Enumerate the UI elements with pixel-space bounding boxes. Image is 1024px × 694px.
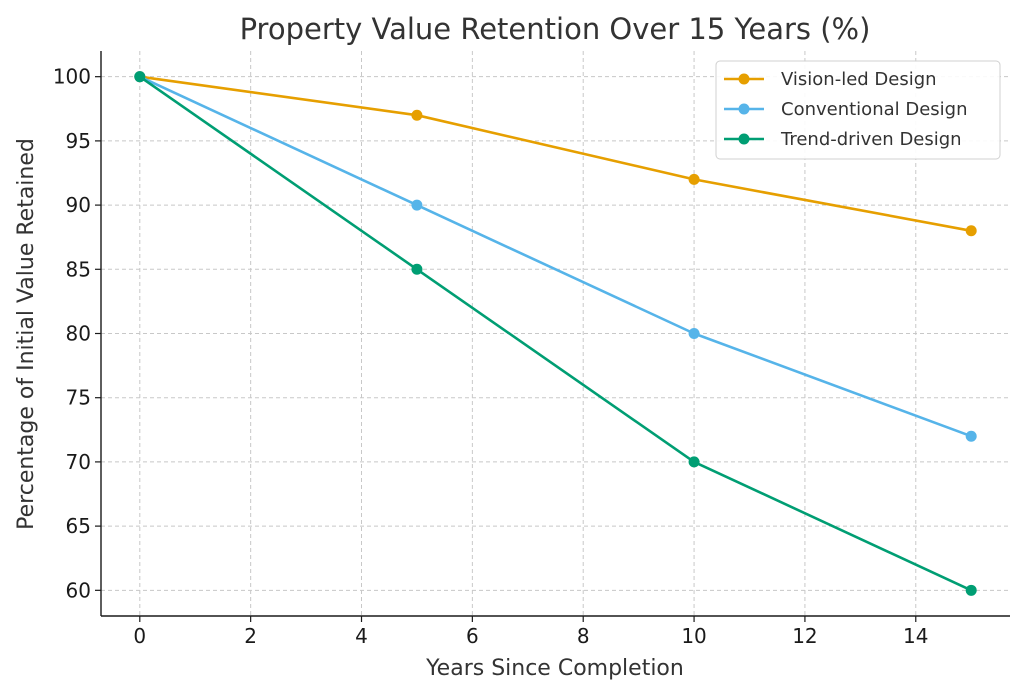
legend-item: Vision-led Design: [724, 69, 937, 90]
data-point: [411, 199, 423, 211]
data-point: [134, 71, 146, 83]
legend-swatch-marker: [738, 133, 750, 145]
series-trend-driven-design: [134, 71, 977, 596]
data-point: [411, 263, 423, 275]
data-point: [688, 173, 700, 185]
legend-swatch-marker: [738, 103, 750, 115]
data-point: [965, 225, 977, 237]
data-point: [965, 430, 977, 442]
series-line: [139, 75, 972, 592]
y-axis-label: Percentage of Initial Value Retained: [14, 138, 39, 530]
x-tick-label: 14: [903, 624, 928, 648]
series-group: [134, 71, 977, 596]
series-line: [139, 75, 972, 233]
x-tick-label: 12: [792, 624, 817, 648]
chart-title: Property Value Retention Over 15 Years (…: [240, 12, 871, 46]
legend-item: Trend-driven Design: [724, 129, 962, 150]
x-axis-ticks: 0 2 4 6 8 10 12 14: [133, 616, 929, 648]
y-tick-label: 65: [66, 514, 91, 538]
y-axis-ticks: 60 65 70 75 80 85 90 95 100: [53, 65, 101, 602]
x-tick-label: 2: [244, 624, 257, 648]
x-tick-label: 10: [681, 624, 706, 648]
legend-label: Trend-driven Design: [780, 129, 962, 150]
y-tick-label: 100: [53, 65, 91, 89]
x-tick-label: 4: [355, 624, 368, 648]
y-tick-label: 90: [66, 193, 91, 217]
legend-item: Conventional Design: [724, 99, 968, 120]
y-tick-label: 95: [66, 129, 91, 153]
x-axis-label: Years Since Completion: [425, 656, 684, 681]
y-tick-label: 70: [66, 450, 91, 474]
x-tick-label: 8: [577, 624, 590, 648]
legend-label: Vision-led Design: [781, 69, 937, 90]
data-point: [688, 328, 700, 339]
series-line: [139, 75, 972, 438]
x-tick-label: 6: [466, 624, 479, 648]
y-tick-label: 85: [66, 257, 91, 281]
data-point: [965, 584, 977, 596]
data-point: [411, 109, 423, 121]
x-tick-label: 0: [133, 624, 146, 648]
legend-label: Conventional Design: [781, 99, 968, 120]
y-tick-label: 80: [66, 322, 91, 346]
data-point: [688, 456, 700, 468]
legend: Vision-led Design Conventional Design Tren…: [715, 60, 1001, 160]
legend-swatch-marker: [738, 73, 750, 85]
legend-box: [715, 60, 1001, 160]
y-tick-label: 60: [66, 578, 91, 602]
y-tick-label: 75: [66, 386, 91, 410]
